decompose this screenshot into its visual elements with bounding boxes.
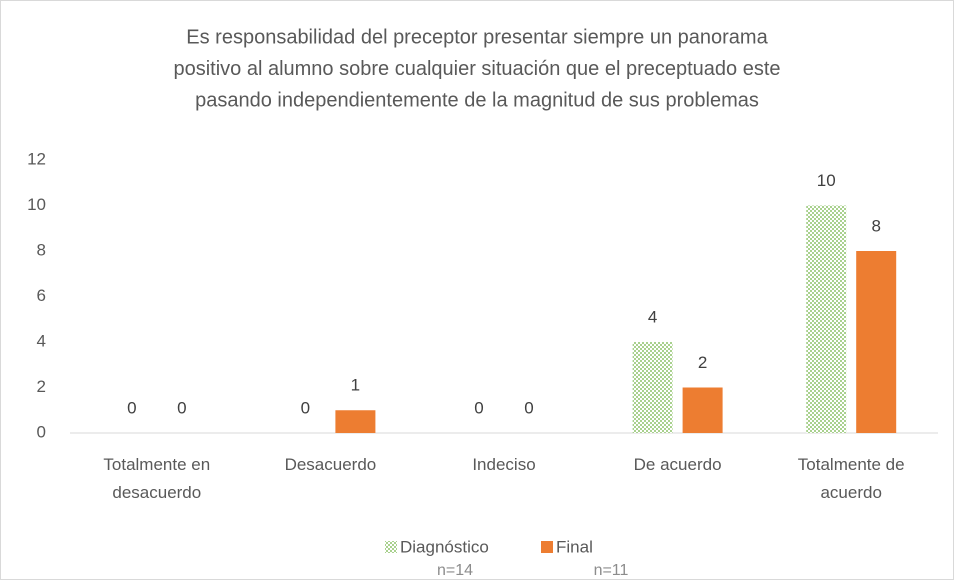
x-tick-label: De acuerdo [634, 455, 722, 474]
x-tick-label: Totalmente en desacuerdo [103, 455, 210, 502]
y-tick-label: 4 [37, 331, 46, 350]
chart-title: pasando independientemente de la magnitu… [195, 89, 759, 111]
y-tick-label: 2 [37, 377, 46, 396]
bar [682, 387, 723, 433]
bar [335, 410, 376, 433]
value-label: 8 [871, 216, 880, 235]
value-label: 0 [524, 398, 533, 417]
value-label: 1 [351, 376, 360, 395]
legend-label: Diagnóstico [400, 537, 489, 556]
y-tick-label: 8 [37, 240, 46, 259]
value-label: 0 [127, 398, 136, 417]
bar [806, 205, 847, 433]
legend-label: Final [556, 537, 593, 556]
value-label: 0 [474, 398, 483, 417]
y-tick-label: 12 [27, 149, 46, 168]
x-tick-label: Desacuerdo [285, 455, 377, 474]
bar [632, 342, 673, 433]
legend-swatch [385, 541, 397, 553]
y-tick-label: 0 [37, 422, 46, 441]
value-label: 2 [698, 353, 707, 372]
y-tick-label: 6 [37, 286, 46, 305]
x-tick-label: Totalmente de acuerdo [798, 455, 905, 502]
value-label: 0 [177, 398, 186, 417]
legend-note: n=14 [437, 562, 473, 579]
x-tick-label: Indeciso [472, 455, 535, 474]
chart-title: positivo al alumno sobre cualquier situa… [173, 58, 780, 80]
bar [856, 251, 897, 433]
legend-note: n=11 [594, 562, 629, 579]
value-label: 10 [817, 171, 836, 190]
value-label: 4 [648, 307, 657, 326]
legend-swatch [541, 541, 553, 553]
y-tick-label: 10 [27, 195, 46, 214]
value-label: 0 [301, 398, 310, 417]
chart-title: Es responsabilidad del preceptor present… [186, 26, 768, 48]
